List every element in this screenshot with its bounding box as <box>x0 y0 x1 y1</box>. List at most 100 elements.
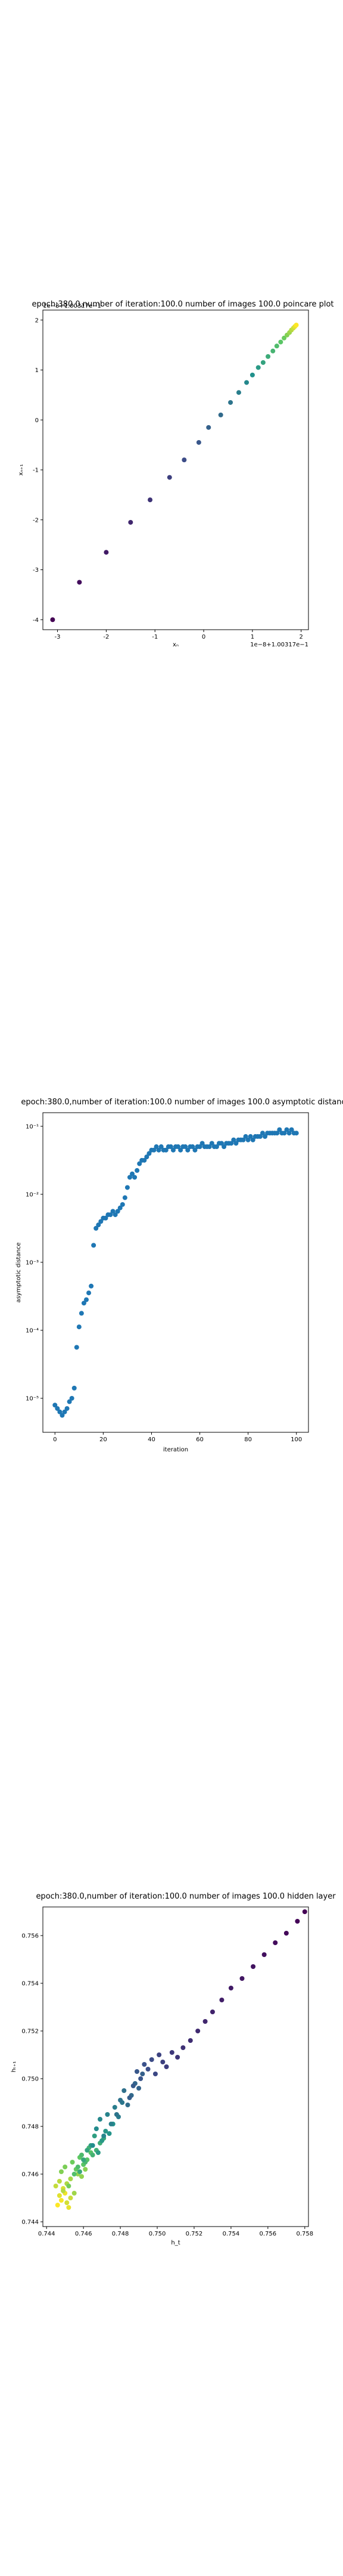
x-tick-label: 0.754 <box>223 2231 240 2237</box>
chart-title: epoch:380.0,number of iteration:100.0 nu… <box>21 1098 343 1107</box>
data-point <box>66 2184 71 2188</box>
data-point <box>105 2112 110 2117</box>
data-point <box>130 2083 136 2088</box>
data-point <box>62 1409 67 1414</box>
data-point <box>135 1168 140 1173</box>
data-point <box>248 1134 253 1139</box>
data-point <box>79 2174 85 2179</box>
poincare-plot-chart: epoch:380.0,number of iteration:100.0 nu… <box>18 300 334 648</box>
data-point <box>66 2205 71 2210</box>
y-tick-label: 10⁻² <box>26 1191 39 1198</box>
data-point <box>219 1998 224 2002</box>
data-point <box>188 2038 193 2043</box>
data-point <box>71 1385 77 1391</box>
data-point <box>68 2176 73 2181</box>
x-tick-label: 0 <box>202 634 205 640</box>
data-point <box>57 2193 62 2198</box>
y-tick-label: 1 <box>35 367 39 374</box>
data-point <box>136 2086 142 2091</box>
axis-ticks: -3 -2 -1 0 1 2 -4 -3 -2 -1 0 1 2 <box>33 317 303 640</box>
data-point <box>145 2067 151 2072</box>
x-tick-label: -1 <box>152 634 158 640</box>
data-point <box>284 1127 289 1132</box>
data-point <box>178 1147 183 1153</box>
data-point <box>60 1413 65 1418</box>
y-tick-label: 0 <box>35 417 39 424</box>
y-axis-label: asymptotic distance <box>15 1242 22 1302</box>
data-point <box>257 1134 263 1139</box>
data-point <box>251 1964 256 1969</box>
data-point <box>222 1144 227 1150</box>
asymptotic-distance-chart: epoch:380.0,number of iteration:100.0 nu… <box>15 1098 343 1453</box>
x-tick-label: -2 <box>103 634 109 640</box>
data-point <box>118 2098 123 2103</box>
data-point <box>183 1144 188 1150</box>
data-point <box>64 1406 70 1411</box>
data-point <box>277 1127 282 1132</box>
data-point <box>103 2129 108 2134</box>
data-point <box>295 1919 300 1924</box>
data-point <box>55 1406 60 1411</box>
data-point <box>260 360 266 365</box>
data-point <box>146 1151 152 1156</box>
data-point <box>282 335 287 340</box>
data-point <box>99 2138 105 2143</box>
data-point <box>168 1144 173 1150</box>
data-point <box>71 2191 77 2196</box>
x-tick-label: 60 <box>196 1436 204 1443</box>
x-tick-label: 0.746 <box>75 2231 92 2237</box>
x-tick-label: 100 <box>291 1436 302 1443</box>
data-point <box>55 2203 60 2207</box>
y-tick-label: 0.756 <box>21 1933 39 1940</box>
data-point <box>104 550 109 555</box>
data-point <box>74 1345 79 1350</box>
data-point <box>83 2167 88 2172</box>
y-tick-label: -3 <box>33 567 39 574</box>
data-point <box>68 2196 73 2200</box>
data-point <box>70 2160 75 2165</box>
data-point <box>180 2045 186 2050</box>
data-point <box>58 2169 64 2174</box>
y-tick-label: -1 <box>33 467 39 474</box>
data-point <box>233 1141 239 1146</box>
chart-title: epoch:380.0,number of iteration:100.0 nu… <box>32 300 333 309</box>
data-point <box>176 1144 181 1150</box>
x-tick-label: 0.756 <box>260 2231 277 2237</box>
data-point <box>286 1131 292 1136</box>
data-point <box>79 2153 85 2157</box>
data-point <box>207 1144 212 1150</box>
data-point <box>274 343 279 349</box>
data-point <box>63 2165 68 2169</box>
axis-ticks: 0.744 0.746 0.748 0.750 0.752 0.754 0.756 0.758… <box>21 1933 313 2238</box>
data-point <box>192 1147 198 1153</box>
data-point <box>294 323 299 328</box>
data-point <box>156 1147 161 1153</box>
data-point <box>169 2050 174 2055</box>
data-point <box>157 2052 162 2057</box>
y-tick-label: 10⁻⁴ <box>26 1327 39 1334</box>
data-point <box>244 380 250 385</box>
y-axis-label: xₙ₊₁ <box>18 464 24 475</box>
data-point <box>170 1147 176 1153</box>
data-point <box>90 2153 95 2157</box>
data-point <box>127 1175 132 1180</box>
data-point <box>206 425 211 430</box>
data-point <box>79 1311 84 1316</box>
y-tick-label: -2 <box>33 517 39 524</box>
x-tick-label: 1 <box>251 634 254 640</box>
data-point <box>218 412 223 417</box>
y-tick-label: -4 <box>33 617 39 624</box>
data-point <box>95 2150 101 2155</box>
data-point <box>142 1157 147 1163</box>
data-point <box>64 2200 70 2205</box>
data-point <box>103 1215 108 1221</box>
data-point <box>250 1137 255 1143</box>
data-point <box>140 2072 145 2076</box>
data-point <box>138 2076 144 2081</box>
data-point <box>92 2134 97 2138</box>
y-tick-label: 0.752 <box>21 2029 39 2035</box>
y-tick-label: 2 <box>35 317 39 324</box>
data-point <box>57 1409 63 1414</box>
x-tick-label: 0.752 <box>186 2231 203 2237</box>
data-point <box>142 2062 147 2067</box>
